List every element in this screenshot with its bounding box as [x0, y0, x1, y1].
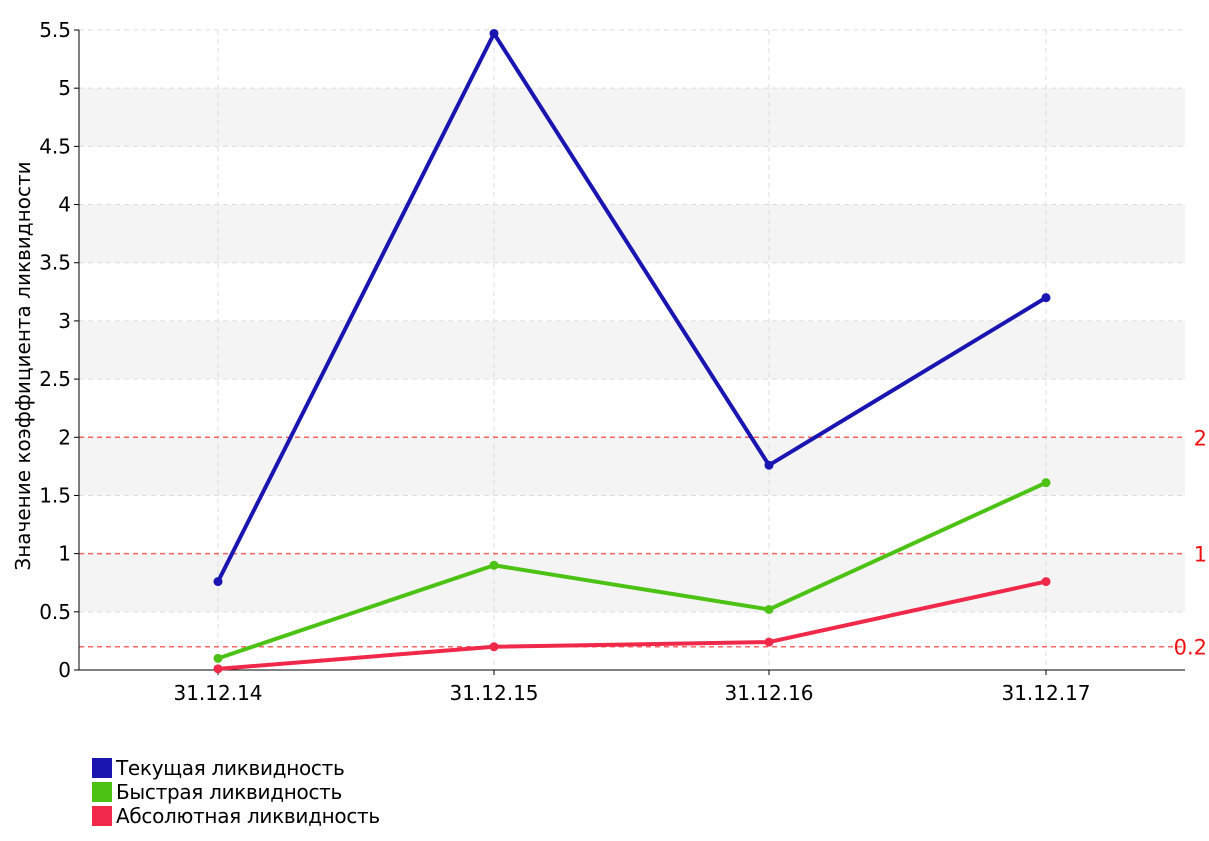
legend: Текущая ликвидность Быстрая ликвидность Аб… [92, 756, 380, 828]
y-tick-label: 5.5 [39, 18, 71, 42]
data-point [489, 560, 499, 570]
legend-item: Быстрая ликвидность [92, 780, 380, 804]
data-point [489, 642, 499, 652]
x-tick-label: 31.12.15 [449, 681, 538, 705]
data-point [489, 28, 499, 38]
reference-line-label: 2 [1194, 426, 1207, 450]
series-line [216, 579, 1048, 671]
data-point [213, 653, 223, 663]
data-point [1041, 293, 1051, 303]
legend-swatch [92, 758, 112, 778]
reference-line-label: 1 [1194, 543, 1207, 567]
grid-band [79, 320, 1185, 380]
data-point [764, 637, 774, 647]
data-point [764, 460, 774, 470]
y-tick-label: 1 [58, 542, 71, 566]
data-point [213, 664, 223, 674]
grid-band [79, 204, 1185, 263]
data-point [764, 604, 774, 614]
reference-lines: 210.2 [79, 426, 1207, 660]
series-line [216, 31, 1048, 584]
grid-band [79, 88, 1185, 147]
legend-item: Текущая ликвидность [92, 756, 380, 780]
y-tick-label: 5 [58, 76, 71, 100]
legend-label: Абсолютная ликвидность [116, 804, 380, 828]
axes: 0 0.5 1 1.5 2 2.5 3 3.5 4 4.5 5 5.5 31.12.14 31.12.15… [39, 18, 1185, 705]
x-tick-label: 31.12.16 [724, 681, 813, 705]
grid-band [79, 553, 1185, 612]
x-tick-label: 31.12.14 [173, 681, 262, 705]
grid-band [79, 437, 1185, 496]
data-point [213, 577, 223, 587]
y-tick-label: 0 [58, 658, 71, 682]
legend-swatch [92, 806, 112, 826]
y-tick-label: 2.5 [39, 367, 71, 391]
legend-label: Быстрая ликвидность [116, 780, 343, 804]
y-tick-label: 4 [58, 193, 71, 217]
legend-label: Текущая ликвидность [116, 756, 345, 780]
y-tick-label: 2 [58, 425, 71, 449]
y-tick-label: 3 [58, 309, 71, 333]
y-tick-label: 4.5 [39, 134, 71, 158]
series-lines [213, 28, 1051, 674]
x-tick-label: 31.12.17 [1001, 681, 1090, 705]
legend-item: Абсолютная ликвидность [92, 804, 380, 828]
y-tick-label: 0.5 [39, 600, 71, 624]
legend-swatch [92, 782, 112, 802]
data-point [1041, 478, 1051, 488]
reference-line-label: 0.2 [1174, 636, 1207, 660]
series-line [216, 480, 1048, 661]
y-tick-label: 1.5 [39, 483, 71, 507]
plot-background-bands [79, 88, 1185, 612]
data-point [1041, 577, 1051, 587]
y-tick-label: 3.5 [39, 251, 71, 275]
y-axis-label: Значение коэффициента ликвидности [11, 161, 35, 570]
